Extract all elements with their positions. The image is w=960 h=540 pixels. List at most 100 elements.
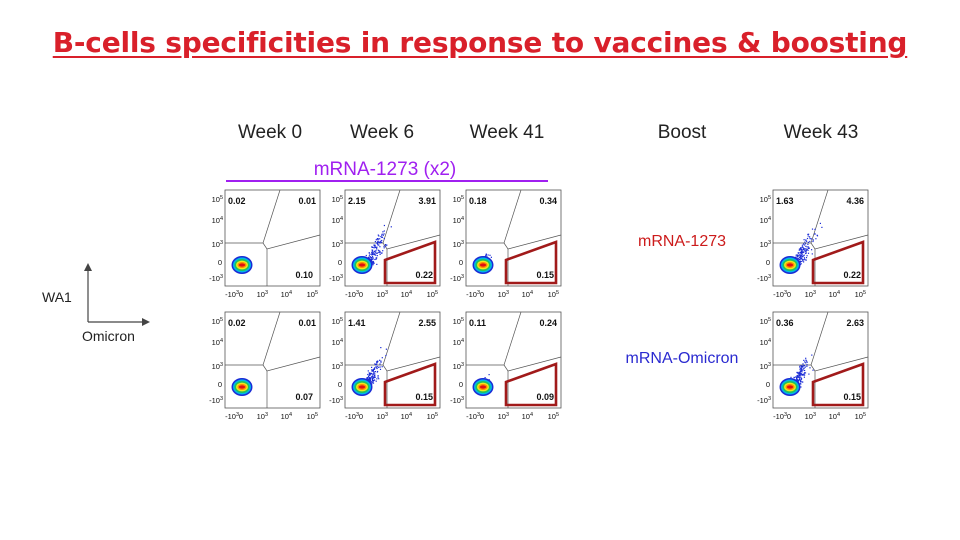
event-dot (802, 260, 804, 262)
event-dot (383, 230, 385, 232)
event-dot (801, 255, 803, 257)
event-dot (378, 244, 380, 246)
event-dot (379, 242, 381, 244)
y-tick-label: -103 (450, 274, 464, 283)
x-tick-label: 105 (427, 290, 438, 299)
event-dot (799, 261, 801, 263)
event-dot (376, 361, 379, 363)
x-tick-label: 0 (359, 290, 363, 299)
event-dot (376, 361, 378, 363)
x-tick-label: 103 (377, 290, 388, 299)
event-dot (802, 381, 804, 383)
event-dot (801, 366, 803, 368)
event-dot (803, 239, 805, 241)
quadrant-value-bottom-right: 0.22 (843, 270, 861, 280)
quadrant-value-top-left: 2.15 (348, 196, 366, 206)
event-dot (375, 363, 377, 366)
panel-frame (772, 189, 869, 287)
gate-line (262, 311, 281, 366)
event-dot (798, 376, 800, 378)
quadrant-value-bottom-right: 0.15 (415, 392, 433, 402)
event-dot (799, 375, 801, 377)
event-dot (798, 372, 801, 374)
event-dot (366, 377, 369, 379)
event-dot (368, 252, 370, 254)
event-dot (371, 260, 373, 262)
event-dot (372, 380, 374, 382)
x-tick-label: 105 (548, 290, 559, 299)
event-dot (808, 373, 810, 375)
event-dot (805, 239, 807, 241)
event-dot (385, 348, 387, 350)
slide-title: B-cells specificities in response to vac… (52, 26, 908, 59)
event-dot (365, 254, 367, 257)
event-dot (804, 249, 806, 251)
event-dot (368, 255, 370, 257)
event-dot (379, 366, 381, 368)
x-tick-label: 103 (498, 412, 509, 421)
event-dot (376, 238, 378, 240)
event-dot (807, 252, 810, 254)
event-dot (802, 247, 804, 249)
event-dot (810, 238, 812, 240)
event-dot (804, 248, 806, 250)
event-dot (371, 378, 374, 380)
x-tick-label: -103 (345, 290, 359, 299)
event-dot (367, 373, 369, 376)
event-dot (794, 256, 797, 258)
event-dot (798, 374, 800, 376)
event-dot (815, 238, 817, 240)
event-dot (795, 376, 797, 378)
event-dot (803, 259, 805, 261)
y-tick-label: -103 (757, 396, 771, 405)
event-dot (367, 370, 369, 372)
y-tick-label: 0 (338, 258, 342, 267)
event-dot (380, 347, 382, 349)
event-dot (801, 246, 803, 248)
quadrant-value-top-left: 0.36 (776, 318, 794, 328)
y-tick-label: -103 (329, 274, 343, 283)
event-dot (379, 363, 381, 365)
event-dot (800, 376, 802, 378)
event-dot (798, 254, 801, 256)
event-dot (802, 251, 804, 253)
event-dot (801, 371, 803, 373)
event-dot (805, 251, 807, 253)
event-dot (376, 241, 379, 243)
y-tick-label: -103 (209, 396, 223, 405)
event-dot (377, 249, 379, 251)
event-dot (372, 258, 374, 260)
y-tick-label: 104 (212, 338, 223, 347)
regimen-label: mRNA-1273 (x2) (313, 159, 457, 180)
x-tick-label: 105 (855, 290, 866, 299)
event-dot (390, 226, 392, 228)
gate-line (503, 311, 522, 366)
y-tick-label: 103 (760, 240, 771, 249)
gate-line (345, 356, 441, 372)
event-dot (802, 259, 804, 261)
event-dot (380, 361, 382, 363)
event-dot (371, 252, 373, 254)
event-dot (485, 255, 487, 257)
y-tick-label: -103 (329, 396, 343, 405)
y-axis-label: WA1 (42, 289, 72, 305)
event-dot (381, 239, 383, 242)
y-tick-label: 104 (332, 338, 343, 347)
event-dot (385, 354, 387, 357)
event-dot (378, 378, 380, 380)
event-dot (799, 259, 801, 261)
event-dot (801, 244, 803, 246)
event-dot (800, 367, 802, 369)
event-dot (373, 262, 375, 264)
event-dot (801, 253, 803, 255)
event-dot (368, 376, 370, 378)
event-dot (803, 364, 806, 367)
event-dot (383, 233, 385, 235)
quadrant-value-top-left: 0.02 (228, 196, 246, 206)
event-dot (379, 252, 381, 254)
y-tick-label: 104 (453, 216, 464, 225)
quadrant-value-top-right: 2.63 (846, 318, 864, 328)
event-dot (803, 376, 805, 378)
event-dot (367, 378, 369, 380)
